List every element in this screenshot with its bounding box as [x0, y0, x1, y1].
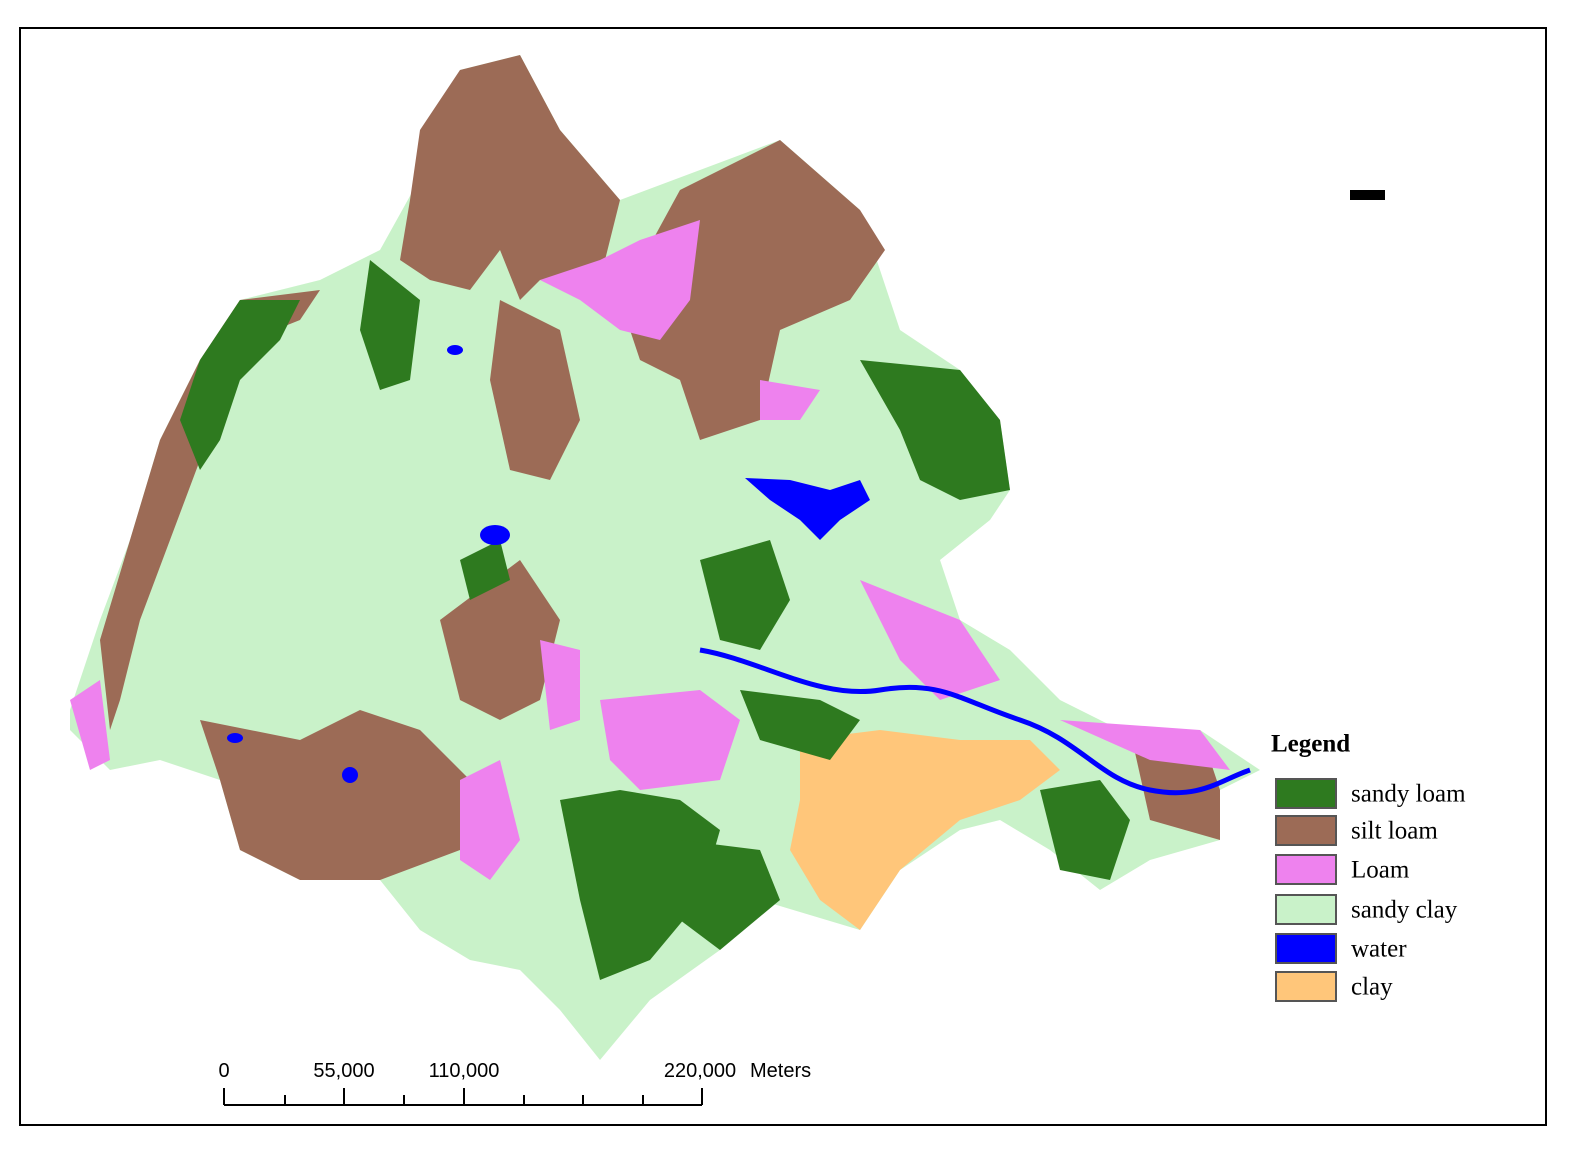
legend-title: Legend — [1271, 731, 1350, 758]
scale-label: 110,000 — [429, 1060, 500, 1082]
legend-label: water — [1351, 936, 1407, 963]
scale-unit: Meters — [750, 1060, 811, 1082]
north-arrow — [1350, 190, 1385, 200]
legend-swatch — [1275, 933, 1337, 964]
legend-swatch — [1275, 815, 1337, 846]
scale-label: 220,000 — [664, 1060, 736, 1082]
scale-label: 55,000 — [313, 1060, 374, 1082]
legend-label: Loam — [1351, 857, 1410, 884]
legend: Legend sandy loam silt loam Loam sandy clay… — [1271, 731, 1466, 1002]
legend-label: sandy clay — [1351, 897, 1458, 924]
legend-swatch — [1275, 971, 1337, 1002]
legend-label: sandy loam — [1351, 781, 1466, 808]
legend-label: clay — [1351, 974, 1393, 1001]
legend-swatch — [1275, 778, 1337, 809]
map-regions — [70, 55, 1260, 1060]
scale-labels: 0 55,000 110,000 220,000 Meters — [218, 1060, 811, 1082]
scale-label: 0 — [218, 1060, 229, 1082]
scale-bar — [223, 1088, 703, 1106]
legend-swatch — [1275, 894, 1337, 925]
legend-label: silt loam — [1351, 818, 1438, 845]
legend-swatch — [1275, 854, 1337, 885]
